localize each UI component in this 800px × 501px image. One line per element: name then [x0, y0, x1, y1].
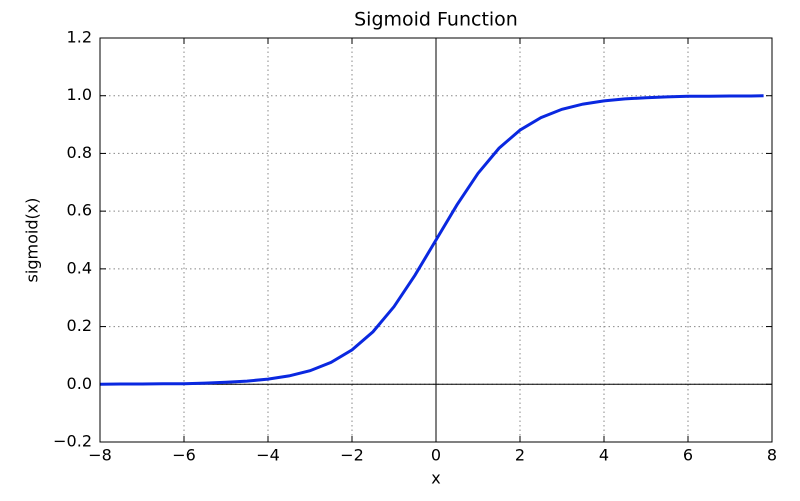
y-tick-label: 1.2 — [67, 28, 92, 47]
x-tick-label: −6 — [172, 446, 196, 465]
x-tick-label: 8 — [767, 446, 777, 465]
plot-frame — [99, 37, 773, 443]
y-tick-label: −0.2 — [53, 432, 92, 451]
x-tick-label: 4 — [599, 446, 609, 465]
x-axis-label: x — [431, 469, 440, 488]
data-line — [99, 94, 764, 386]
y-tick-label: 0.6 — [67, 201, 92, 220]
x-tick-label: 0 — [431, 446, 441, 465]
x-tick-label: 6 — [683, 446, 693, 465]
y-tick-label: 0.4 — [67, 258, 92, 277]
x-tick-label: −8 — [88, 446, 112, 465]
y-tick-label: 0.8 — [67, 143, 92, 162]
y-axis-label: sigmoid(x) — [23, 198, 42, 283]
y-tick-label: 0.2 — [67, 316, 92, 335]
x-tick-label: 2 — [515, 446, 525, 465]
chart-title: Sigmoid Function — [354, 9, 518, 31]
y-tick-label: 1.0 — [67, 85, 92, 104]
x-tick-label: −2 — [340, 446, 364, 465]
y-tick-label: 0.0 — [67, 374, 92, 393]
x-tick-label: −4 — [256, 446, 280, 465]
